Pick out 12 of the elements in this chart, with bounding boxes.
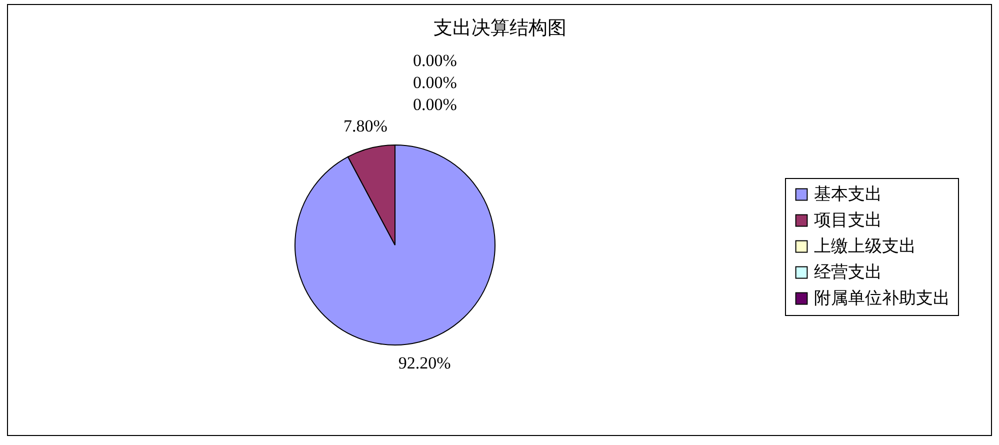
legend-label: 项目支出 bbox=[814, 210, 882, 230]
text: 0.00% bbox=[413, 51, 457, 70]
data-label: 92.20% bbox=[398, 353, 451, 372]
text: 0.00% bbox=[413, 95, 457, 114]
pie-slice bbox=[294, 144, 496, 346]
legend-label: 上缴上级支出 bbox=[814, 236, 916, 256]
text: 0.00% bbox=[413, 73, 457, 92]
data-label: 7.80% bbox=[343, 116, 388, 136]
legend-label: 附属单位补助支出 bbox=[814, 288, 950, 308]
legend-label: 经营支出 bbox=[814, 262, 882, 282]
legend-label: 基本支出 bbox=[814, 184, 882, 204]
chart-title: 支出决算结构图 bbox=[434, 18, 566, 39]
